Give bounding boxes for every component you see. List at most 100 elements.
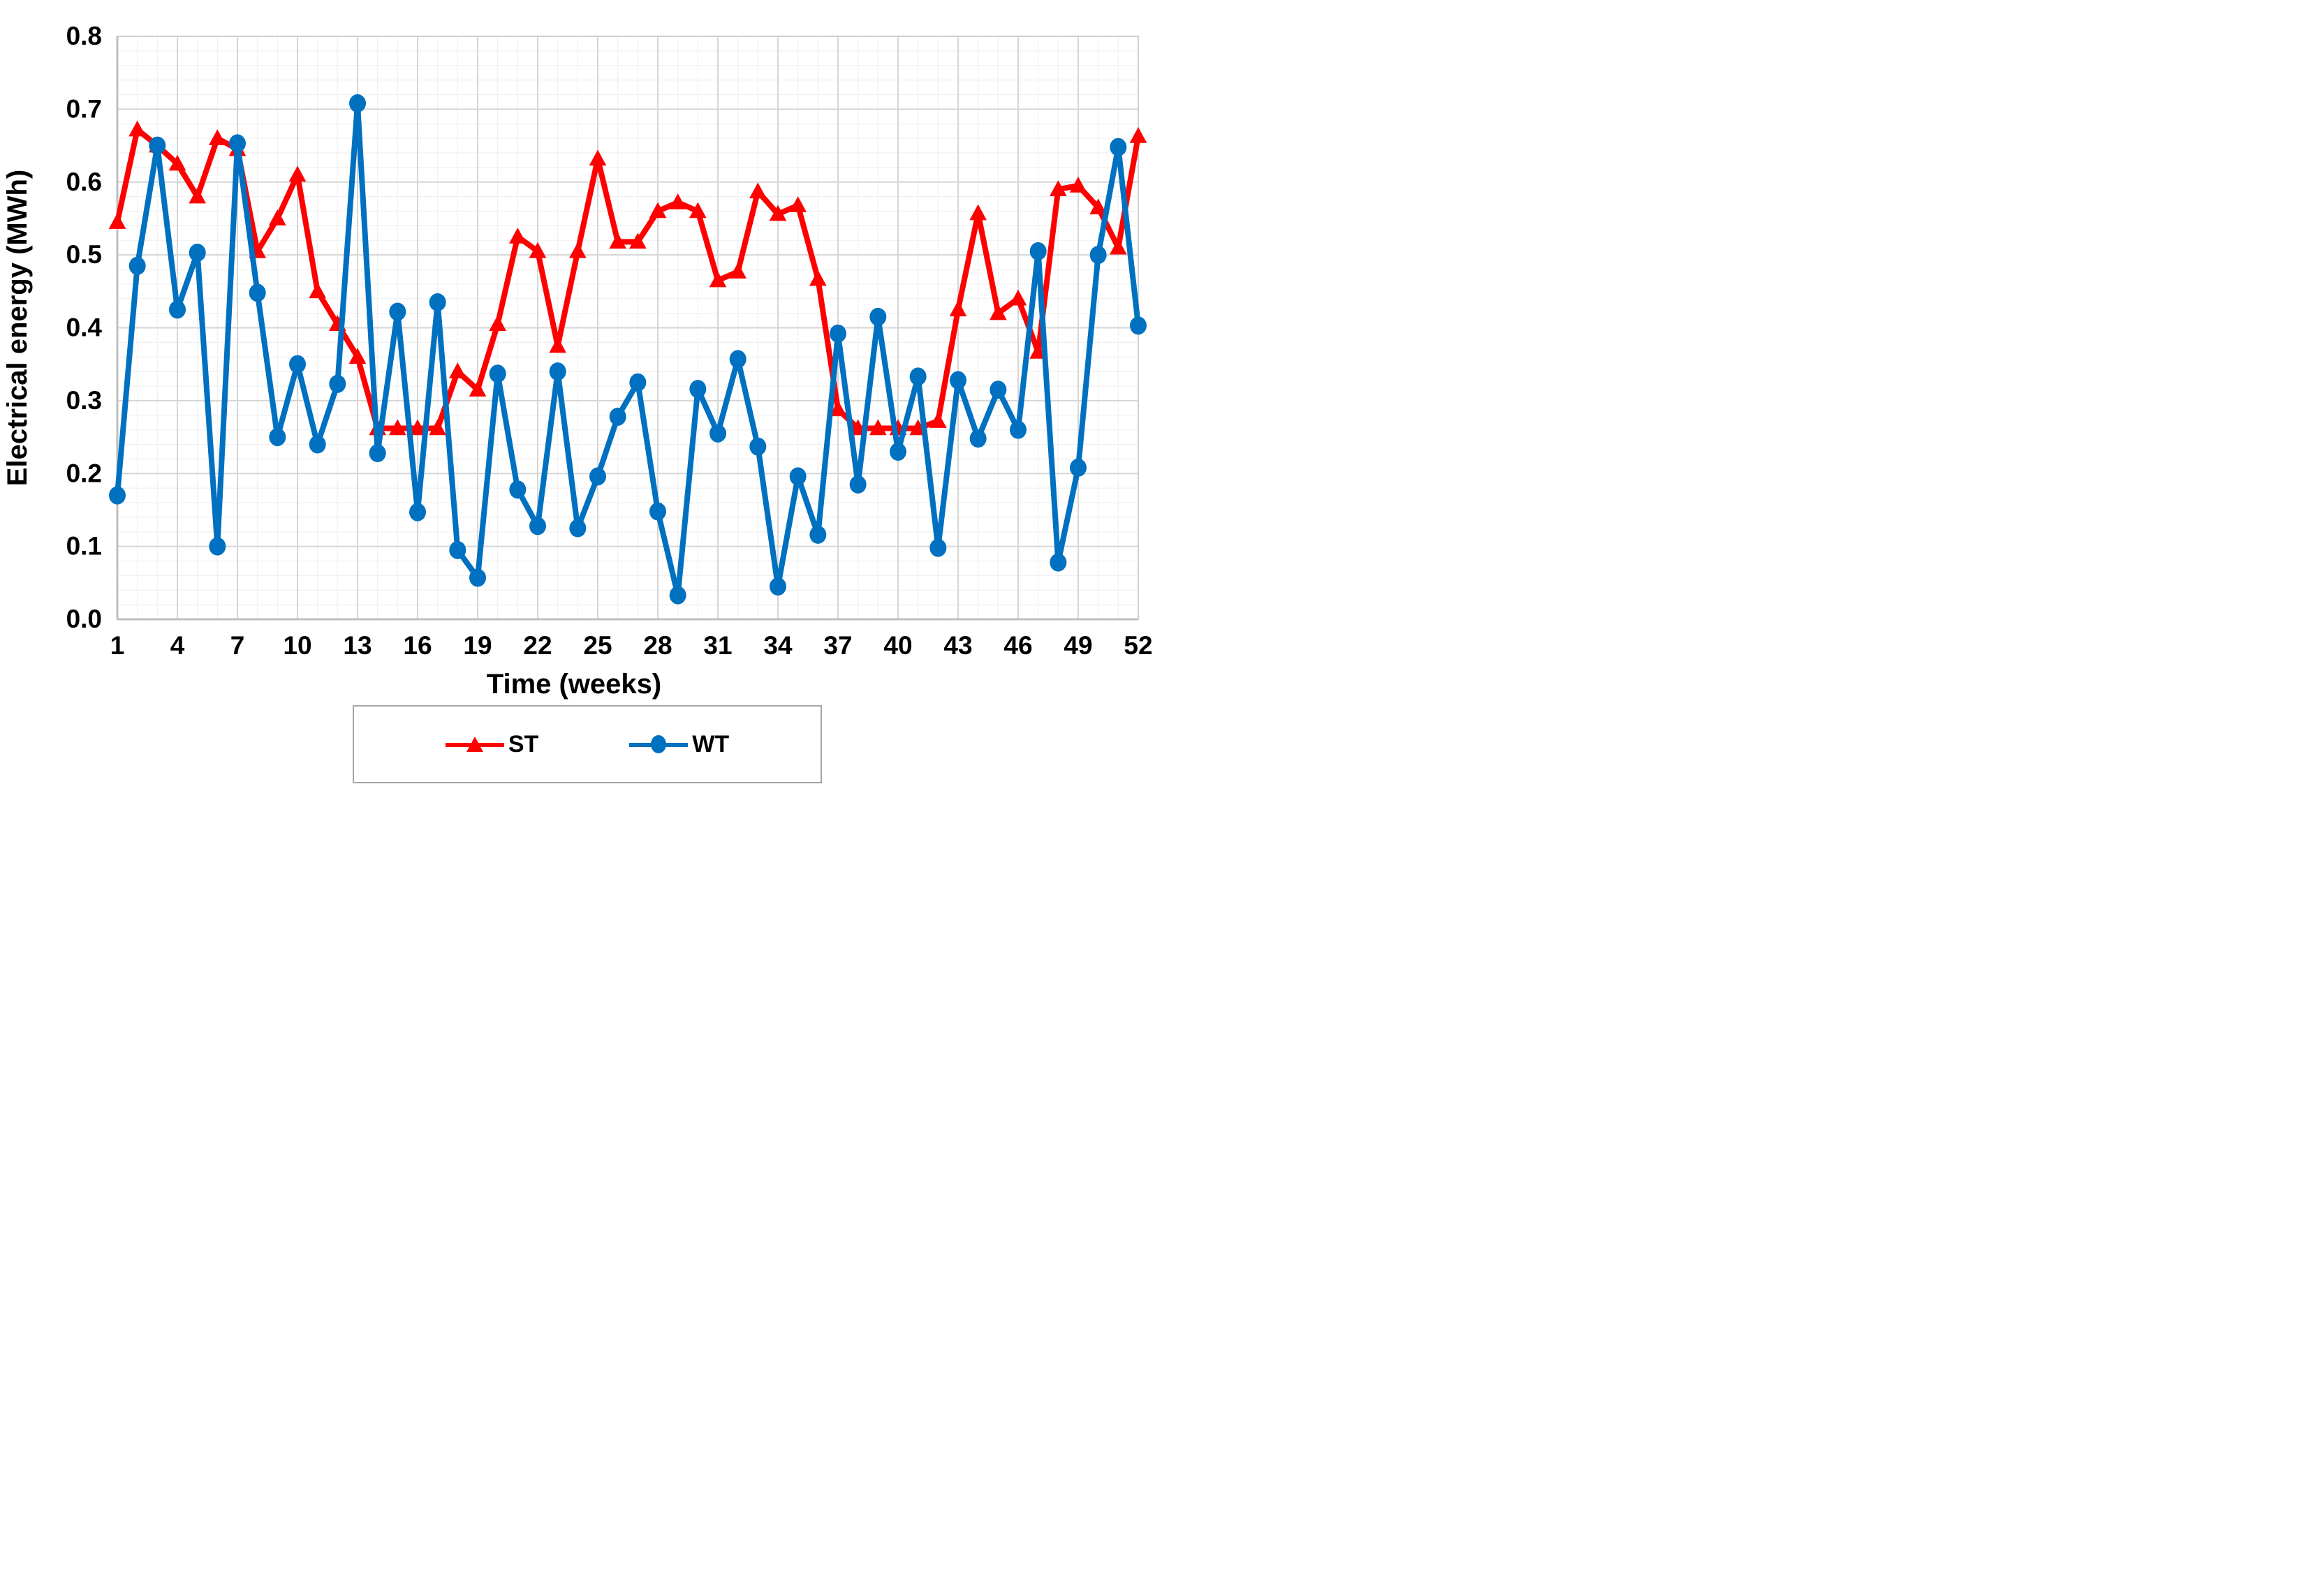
y-tick-label: 0.1 xyxy=(66,532,102,561)
st-data-point xyxy=(469,380,487,397)
wt-data-point xyxy=(489,364,506,383)
wt-data-point xyxy=(509,480,527,499)
x-tick-label: 19 xyxy=(463,631,492,660)
y-tick-label: 0.7 xyxy=(66,94,102,123)
st-data-point xyxy=(589,149,607,166)
wt-data-point xyxy=(1070,458,1087,477)
wt-data-point xyxy=(409,503,426,522)
st-data-point xyxy=(709,271,727,288)
wt-data-point xyxy=(1050,553,1067,572)
wt-data-point xyxy=(689,380,707,399)
wt-data-point xyxy=(449,540,466,559)
st-data-point xyxy=(809,269,827,286)
st-data-point xyxy=(108,213,126,229)
wt-data-point xyxy=(529,517,546,535)
wt-data-point xyxy=(1089,246,1107,265)
wt-data-point xyxy=(969,429,987,448)
wt-data-point xyxy=(830,324,846,343)
st-data-point xyxy=(448,362,466,378)
wt-data-point xyxy=(749,437,767,456)
st-data-point xyxy=(388,419,406,436)
series-st xyxy=(108,120,1147,436)
x-axis-title: Time (weeks) xyxy=(487,669,662,700)
axis-text: 0.8 0.7 0.6 0.5 0.4 0.3 0.2 0.1 0.0 1 4 7 10 13 16 19 22… xyxy=(2,22,1153,700)
wt-data-point xyxy=(729,350,747,369)
wt-data-point xyxy=(1029,242,1047,260)
st-data-point xyxy=(669,193,687,209)
gridlines xyxy=(117,36,1139,620)
wt-data-point xyxy=(589,467,606,486)
wt-data-point xyxy=(669,586,686,605)
st-data-point xyxy=(729,263,747,279)
legend-label-wt: WT xyxy=(692,731,730,757)
wt-data-point xyxy=(469,568,486,587)
y-tick-label: 0.5 xyxy=(66,240,102,269)
wt-data-point xyxy=(649,502,666,521)
y-tick-label: 0.8 xyxy=(66,22,102,50)
wt-data-point xyxy=(909,367,927,386)
x-tick-label: 1 xyxy=(110,631,125,660)
data-series xyxy=(108,94,1147,605)
wt-data-point xyxy=(329,374,346,393)
wt-data-point xyxy=(1010,420,1027,439)
st-data-point xyxy=(1009,289,1027,306)
wt-data-point xyxy=(289,355,306,374)
wt-data-point xyxy=(109,486,126,505)
x-tick-label: 4 xyxy=(170,631,185,660)
x-tick-label: 52 xyxy=(1124,631,1152,660)
st-data-point xyxy=(508,228,527,244)
legend-entry-wt: WT xyxy=(629,732,729,756)
wt-data-point xyxy=(849,475,867,494)
wt-data-point xyxy=(890,442,906,461)
st-data-point xyxy=(568,242,587,258)
x-tick-label: 7 xyxy=(230,631,245,660)
x-tick-label: 37 xyxy=(823,631,852,660)
st-data-point xyxy=(429,419,447,436)
st-data-point xyxy=(749,182,767,199)
st-data-point xyxy=(1069,176,1087,193)
wt-data-point xyxy=(249,283,266,302)
st-data-point xyxy=(168,154,186,171)
wt-data-point xyxy=(189,243,206,262)
x-tick-label: 40 xyxy=(883,631,912,660)
wt-data-point xyxy=(169,300,186,319)
wt-circle-marker-icon xyxy=(629,735,689,753)
y-tick-label: 0.0 xyxy=(66,605,102,633)
st-data-point xyxy=(689,202,707,219)
st-data-point xyxy=(789,196,807,212)
st-data-point xyxy=(348,348,367,364)
st-data-point xyxy=(989,304,1007,320)
x-tick-label: 49 xyxy=(1064,631,1092,660)
wt-data-point xyxy=(809,525,827,544)
st-data-point xyxy=(869,419,887,436)
legend-entry-st: ST xyxy=(445,732,538,756)
st-data-point xyxy=(189,187,207,204)
wt-data-point xyxy=(950,371,966,390)
st-data-point xyxy=(549,337,567,353)
st-data-point xyxy=(1089,198,1108,215)
wt-data-point xyxy=(709,424,726,443)
st-data-point xyxy=(489,315,507,332)
wt-data-point xyxy=(629,373,647,392)
st-data-point xyxy=(268,209,286,226)
wt-data-point xyxy=(269,428,286,447)
st-data-point xyxy=(609,232,627,249)
wt-data-point xyxy=(209,537,226,556)
st-data-point xyxy=(288,165,307,182)
wt-data-point xyxy=(990,380,1007,399)
wt-data-point xyxy=(369,444,386,463)
st-data-point xyxy=(208,129,226,145)
wt-data-point xyxy=(149,136,166,155)
wt-data-point xyxy=(609,407,626,426)
st-data-point xyxy=(649,202,667,219)
wt-data-point xyxy=(349,94,366,113)
wt-data-point xyxy=(770,577,786,596)
wt-data-point xyxy=(789,467,807,486)
st-data-point xyxy=(628,232,647,249)
wt-data-point xyxy=(1110,138,1127,156)
x-tick-label: 46 xyxy=(1003,631,1032,660)
x-tick-label: 34 xyxy=(763,631,793,660)
st-data-point xyxy=(829,400,847,417)
wt-data-point xyxy=(549,362,566,381)
x-tick-label: 10 xyxy=(283,631,311,660)
